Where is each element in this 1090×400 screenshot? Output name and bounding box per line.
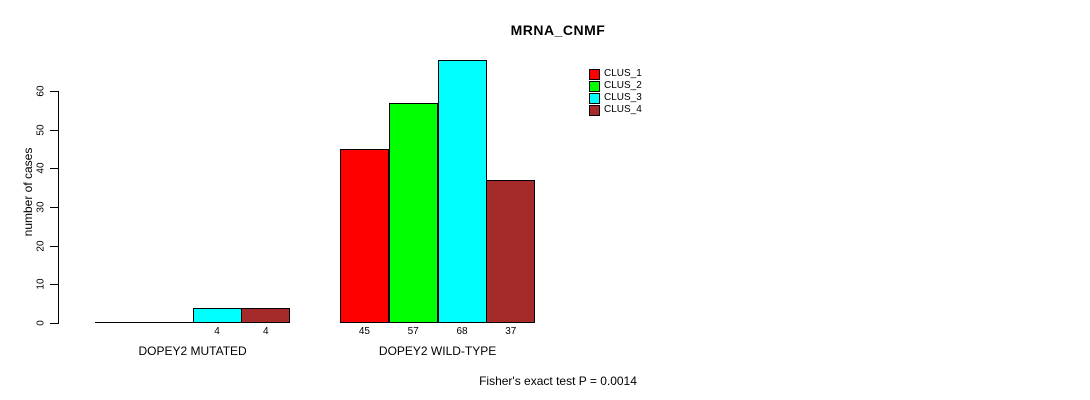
y-axis-tick (50, 284, 58, 285)
legend-swatch-CLUS_3 (589, 93, 600, 104)
legend-label-CLUS_1: CLUS_1 (604, 68, 642, 79)
bar-value-label: 4 (214, 326, 220, 337)
legend-swatch-CLUS_4 (589, 105, 600, 116)
bar-value-label: 57 (407, 326, 419, 337)
y-axis-line (58, 91, 59, 324)
zero-bar-baseline (144, 322, 194, 323)
x-category-label: DOPEY2 WILD-TYPE (378, 344, 497, 358)
bar-CLUS_4-group2 (486, 180, 535, 323)
y-axis-tick (50, 130, 58, 131)
chart-title: MRNA_CNMF (510, 22, 606, 38)
y-axis-tick-label: 50 (35, 124, 47, 136)
bar-CLUS_1-group2 (340, 149, 389, 323)
bar-CLUS_2-group2 (389, 103, 438, 323)
y-axis-tick-label: 20 (35, 240, 47, 252)
y-axis-label: number of cases (21, 147, 35, 237)
y-axis-tick-label: 0 (35, 320, 47, 326)
legend-label-CLUS_4: CLUS_4 (604, 104, 642, 115)
bar-CLUS_3-group1 (193, 308, 242, 323)
legend-label-CLUS_3: CLUS_3 (604, 92, 642, 103)
y-axis-tick-label: 30 (35, 201, 47, 213)
zero-bar-baseline (95, 322, 145, 323)
bar-value-label: 37 (505, 326, 517, 337)
y-axis-tick (50, 207, 58, 208)
y-axis-tick-label: 60 (35, 85, 47, 97)
bar-CLUS_4-group1 (241, 308, 290, 323)
y-axis-tick (50, 246, 58, 247)
legend-label-CLUS_2: CLUS_2 (604, 80, 642, 91)
y-axis-tick-label: 10 (35, 278, 47, 290)
y-axis-tick (50, 91, 58, 92)
y-axis-tick (50, 168, 58, 169)
stat-annotation: Fisher's exact test P = 0.0014 (479, 374, 637, 388)
legend-swatch-CLUS_1 (589, 69, 600, 80)
x-category-label: DOPEY2 MUTATED (138, 344, 247, 358)
y-axis-tick-label: 40 (35, 162, 47, 174)
y-axis-tick (50, 323, 58, 324)
bar-value-label: 68 (456, 326, 468, 337)
bar-value-label: 45 (358, 326, 370, 337)
bar-value-label: 4 (263, 326, 269, 337)
legend-swatch-CLUS_2 (589, 81, 600, 92)
bar-CLUS_3-group2 (438, 60, 487, 323)
